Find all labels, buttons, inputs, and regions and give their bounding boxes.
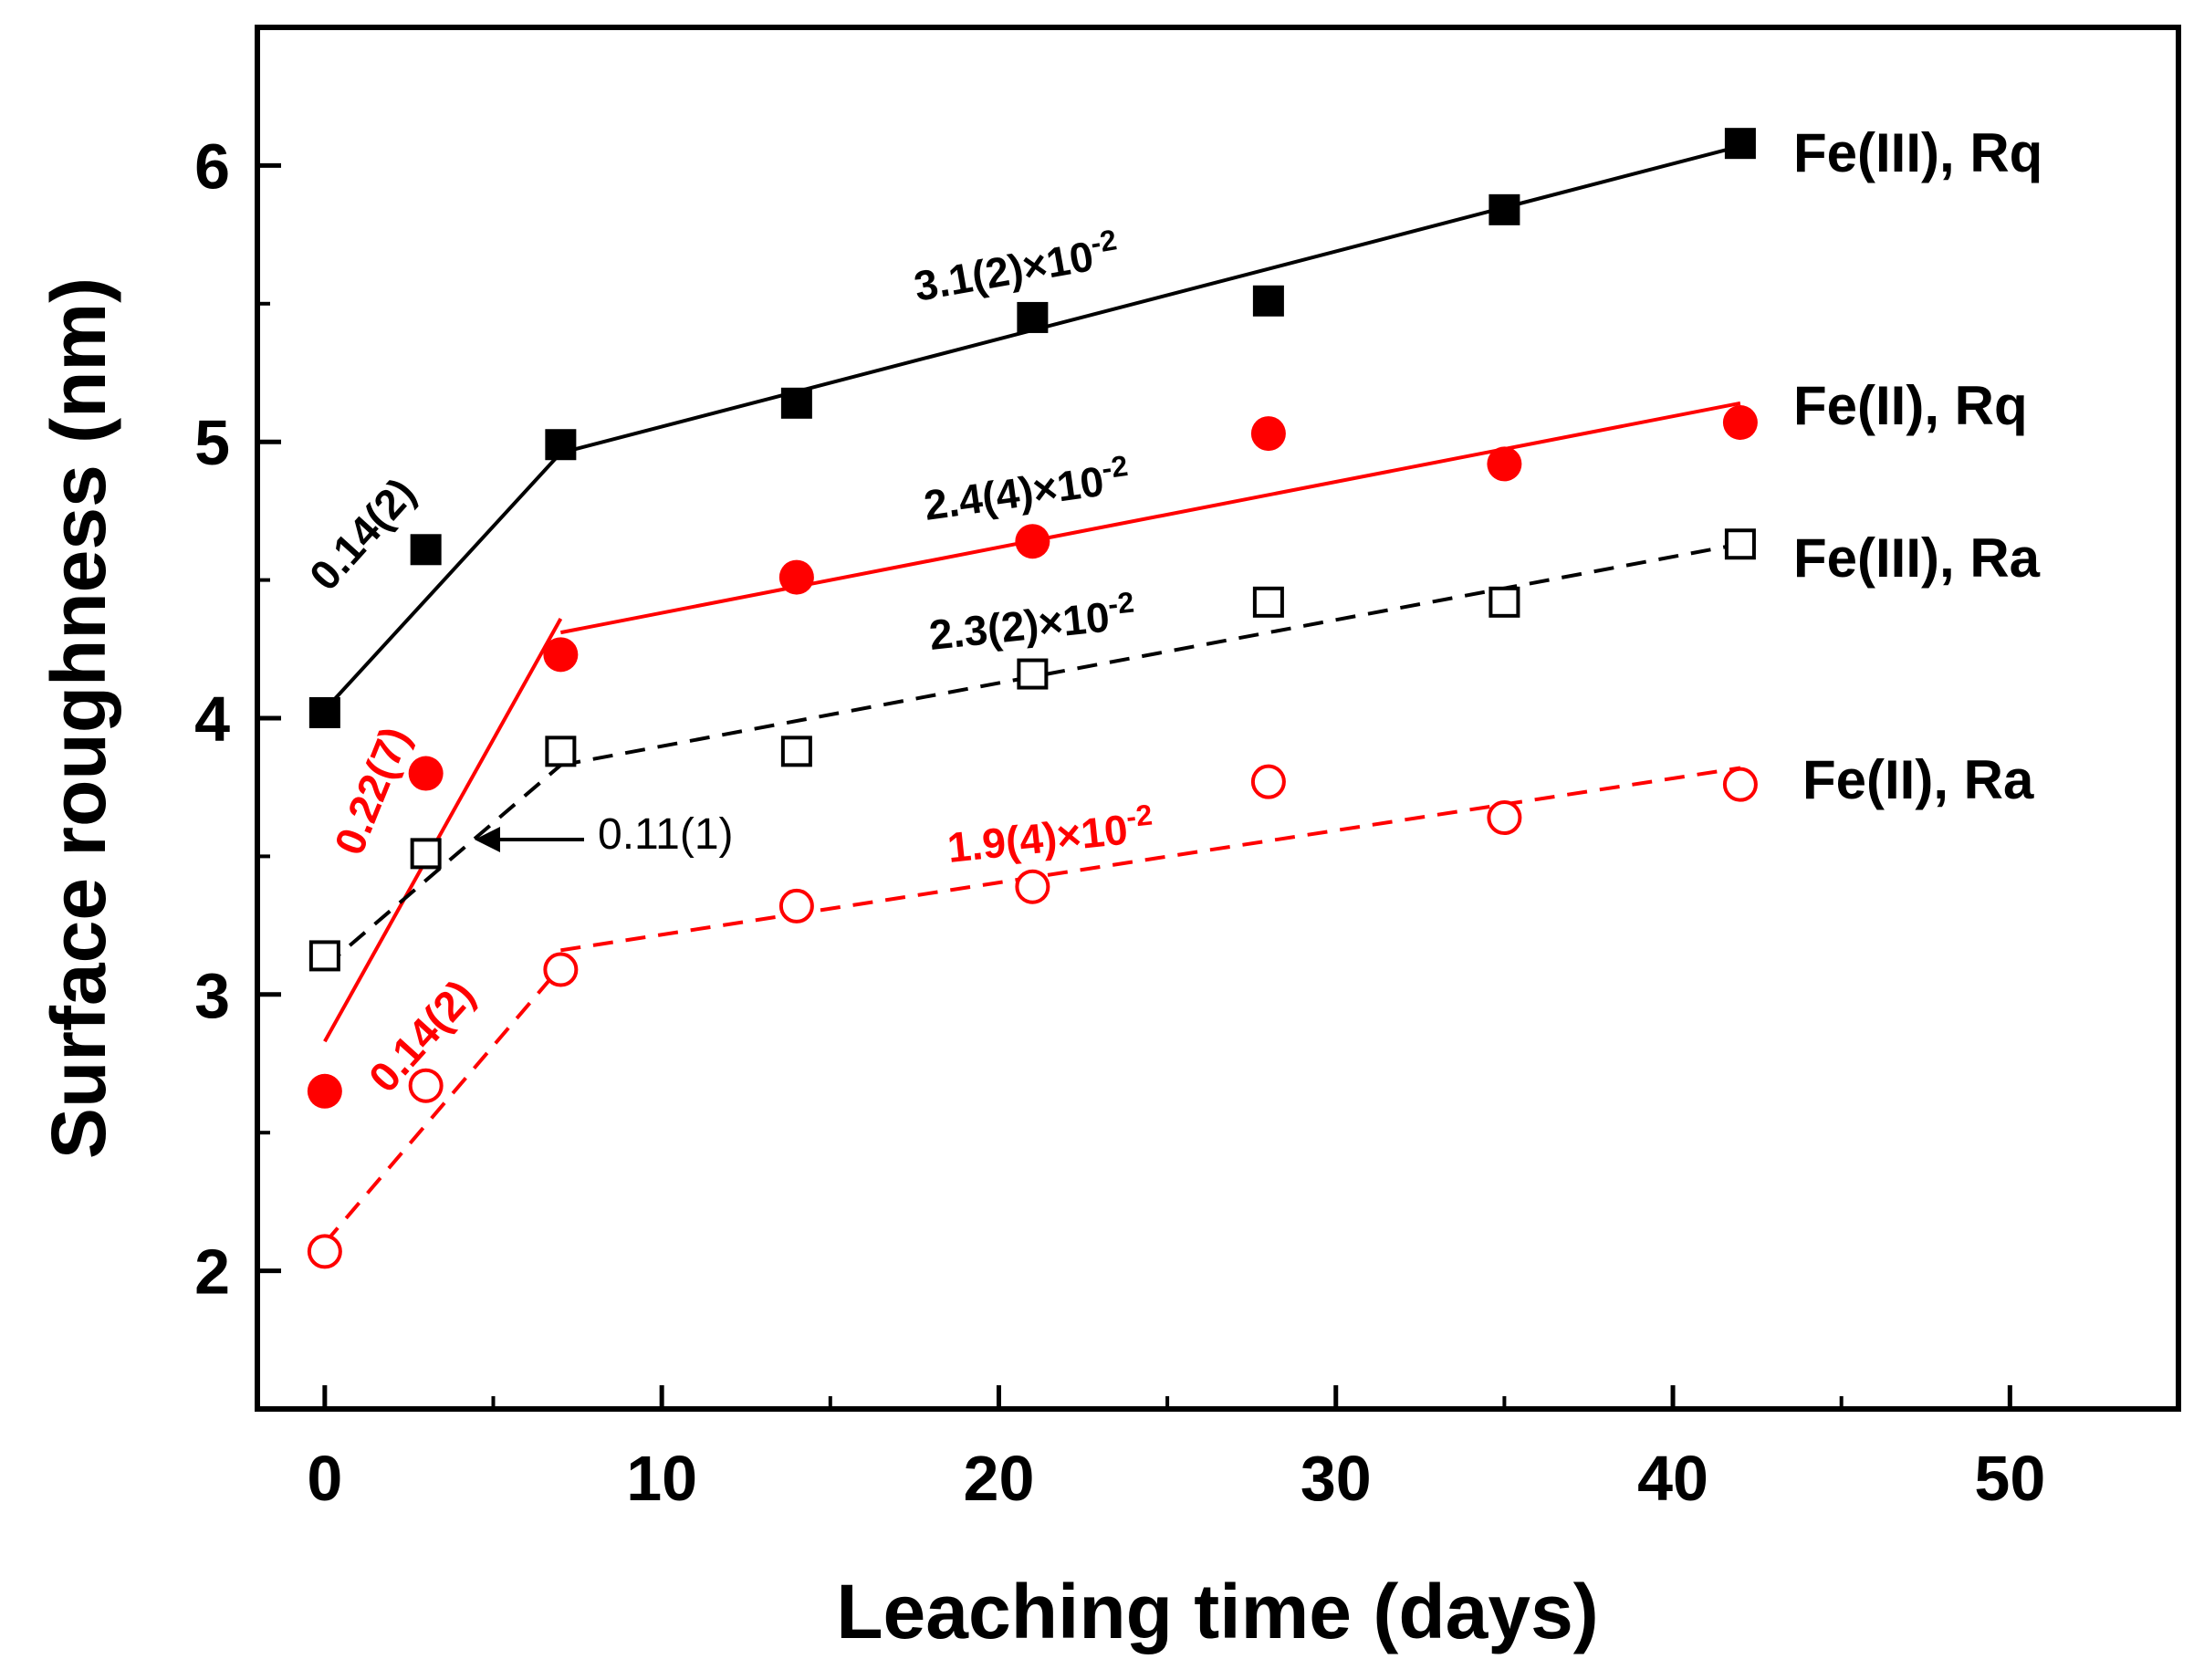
y-tick-label: 5 <box>194 407 230 478</box>
data-point-series-2 <box>780 736 812 767</box>
data-point-series-2 <box>1017 658 1049 690</box>
data-point-series-2 <box>1252 586 1284 618</box>
x-tick-label: 0 <box>307 1443 342 1514</box>
annotation-slope-fe3-rq-late: 3.1(2)×10-2 <box>910 223 1123 309</box>
data-point-series-0 <box>410 534 442 566</box>
axis-ticks: 0 10 20 30 40 50 2 3 4 5 6 <box>194 130 2045 1514</box>
data-point-series-3 <box>778 888 814 923</box>
y-axis-label: Surface roughness (nm) <box>36 277 121 1159</box>
arrow-slope-fe3-ra-early <box>475 827 584 852</box>
data-point-series-1 <box>1250 416 1286 452</box>
data-point-series-2 <box>308 940 340 972</box>
data-point-series-0 <box>1252 285 1284 317</box>
data-point-series-0 <box>308 696 340 728</box>
x-tick-label: 50 <box>1974 1443 2045 1514</box>
y-tick-label: 2 <box>194 1237 230 1308</box>
annotation-slope-fe3-ra-late: 2.3(2)×10-2 <box>926 586 1137 659</box>
series-label-fe3-ra: Fe(III), Ra <box>1793 527 2041 589</box>
x-tick-label: 40 <box>1637 1443 1708 1514</box>
annotation-slope-fe2-ra-late: 1.9(4)×10-2 <box>945 798 1155 871</box>
y-tick-label: 3 <box>194 960 230 1031</box>
fit-line-series-2-0 <box>323 763 562 969</box>
data-point-series-0 <box>1724 128 1756 160</box>
data-point-series-2 <box>1724 528 1756 560</box>
fit-lines <box>323 144 1741 1245</box>
fit-line-series-3-0 <box>323 965 562 1245</box>
data-point-series-3 <box>543 952 579 987</box>
data-point-series-3 <box>1015 869 1050 904</box>
data-point-series-3 <box>307 1234 342 1269</box>
data-point-series-1 <box>543 637 579 673</box>
y-tick-label: 4 <box>194 683 230 755</box>
plot-frame <box>255 25 2181 1412</box>
annotation-slope-fe3-ra-early: 0.11(1) <box>598 810 734 859</box>
fit-line-series-0-1 <box>559 144 1741 455</box>
annotation-slope-fe2-rq-early: 0.22(7) <box>325 720 419 861</box>
data-point-series-2 <box>1488 586 1520 618</box>
x-tick-label: 10 <box>626 1443 697 1514</box>
x-tick-label: 20 <box>964 1443 1035 1514</box>
fit-line-series-1-0 <box>323 618 563 1043</box>
data-point-series-3 <box>1487 800 1522 836</box>
data-point-series-2 <box>545 736 577 767</box>
series-label-fe3-rq: Fe(III), Rq <box>1793 122 2042 183</box>
x-axis-label: Leaching time (days) <box>836 1569 1599 1654</box>
data-point-series-1 <box>1015 524 1050 559</box>
series-label-fe2-rq: Fe(II), Rq <box>1793 375 2028 436</box>
fit-line-series-3-1 <box>560 766 1741 953</box>
annotation-slope-fe3-rq-early: 0.14(2) <box>300 469 424 600</box>
data-point-series-3 <box>408 1068 444 1103</box>
fit-line-series-2-1 <box>559 542 1741 767</box>
data-point-series-0 <box>545 429 577 461</box>
fit-line-series-1-1 <box>559 401 1741 635</box>
data-point-series-1 <box>1722 405 1758 441</box>
data-point-series-1 <box>307 1073 342 1109</box>
data-point-series-3 <box>1722 767 1758 802</box>
y-tick-label: 6 <box>194 130 230 202</box>
data-point-series-3 <box>1250 764 1286 799</box>
data-points <box>307 128 1758 1269</box>
data-point-series-1 <box>408 756 444 791</box>
annotation-slope-fe2-rq-late: 2.4(4)×10-2 <box>920 449 1132 529</box>
data-point-series-0 <box>1017 301 1049 333</box>
data-point-series-1 <box>778 559 814 595</box>
series-labels: Fe(III), Rq Fe(II), Rq Fe(III), Ra Fe(II… <box>1793 122 2042 810</box>
fit-line-series-0-0 <box>323 451 562 712</box>
x-tick-label: 30 <box>1300 1443 1372 1514</box>
data-point-series-0 <box>780 387 812 419</box>
data-point-series-0 <box>1488 193 1520 225</box>
series-label-fe2-ra: Fe(II), Ra <box>1802 749 2034 810</box>
data-point-series-2 <box>410 838 442 870</box>
data-point-series-1 <box>1487 446 1522 482</box>
